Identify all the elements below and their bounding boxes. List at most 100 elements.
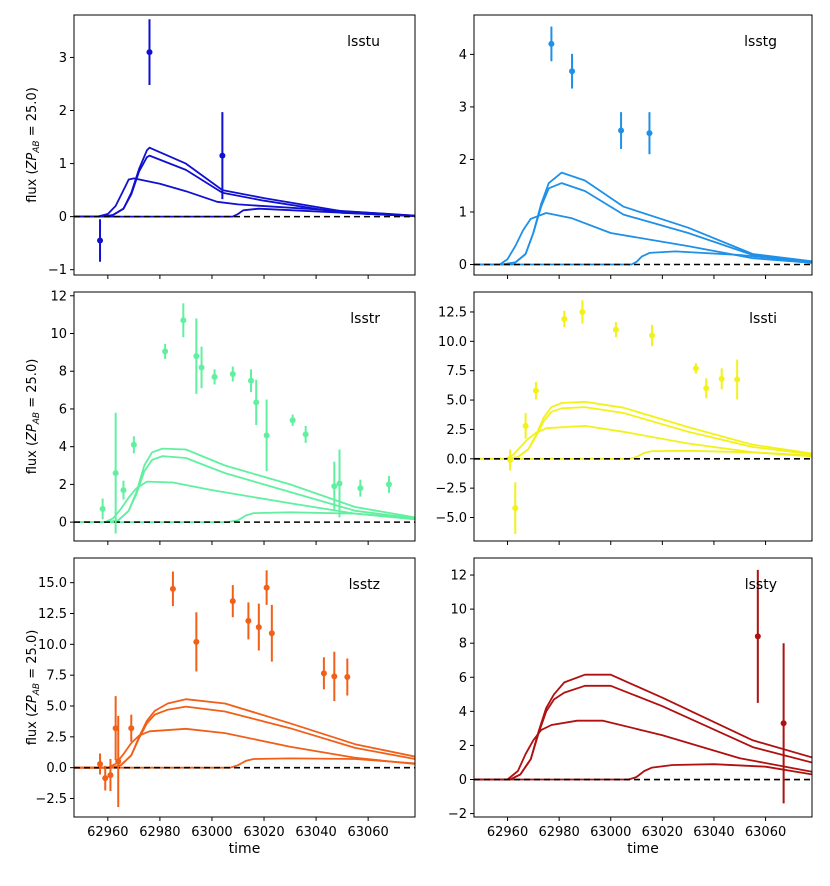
y-tick-label: 7.5 <box>46 669 67 684</box>
model-curve-2 <box>74 455 415 523</box>
x-axis-label: time <box>627 841 659 857</box>
x-tick-label: 63000 <box>191 825 232 840</box>
y-label-zp: ZP <box>25 424 40 442</box>
y-tick-label: 0.0 <box>46 761 67 776</box>
model-curves <box>74 698 415 769</box>
model-curve-3 <box>474 719 812 781</box>
data-point <box>532 387 539 394</box>
data-point <box>248 377 255 384</box>
data-point <box>180 317 187 324</box>
y-tick-label: 10.0 <box>38 638 67 653</box>
data-point <box>112 725 119 732</box>
model-curve-3 <box>74 177 415 218</box>
y-tick-label: 6 <box>59 402 67 417</box>
data-point <box>97 237 104 244</box>
y-tick-label: 10 <box>50 327 67 342</box>
data-point <box>618 127 625 134</box>
y-tick-label: 10.0 <box>438 335 467 350</box>
data-point <box>263 584 270 591</box>
panel-lsstz: 62960 62980 63000 63020 63040 63060 −2.5 0.0 2.5… <box>25 557 416 857</box>
x-tick-label: 62960 <box>87 825 128 840</box>
model-curve-3 <box>74 480 415 523</box>
x-tick-label: 62960 <box>487 825 528 840</box>
y-tick-label: 3 <box>459 100 467 115</box>
data-point <box>255 624 262 631</box>
observations <box>548 26 653 155</box>
data-point <box>703 385 710 392</box>
data-point <box>289 417 296 424</box>
y-tick-label: 3 <box>59 51 67 66</box>
data-point <box>99 505 106 512</box>
x-tick-label: 63000 <box>590 825 631 840</box>
band-label: lsstz <box>349 577 380 593</box>
x-tick-label: 63020 <box>243 825 284 840</box>
axes-frame <box>473 557 813 818</box>
model-curve-2 <box>74 154 415 218</box>
data-point <box>780 720 787 727</box>
data-point <box>344 674 351 681</box>
y-label-suffix: = 25.0) <box>25 87 40 140</box>
y-label-prefix: flux ( <box>25 441 40 474</box>
y-tick-label: 4 <box>459 48 467 63</box>
data-point <box>263 432 270 439</box>
data-point <box>357 485 364 492</box>
model-curve-4 <box>74 757 415 769</box>
y-tick-label: 0 <box>59 516 67 531</box>
x-tick-label: 63060 <box>745 825 786 840</box>
model-curve-2 <box>474 406 812 460</box>
x-tick-label: 63020 <box>642 825 683 840</box>
panel-lsstg: 0 1 2 3 4 lsstg <box>459 14 813 279</box>
data-point <box>112 470 119 477</box>
model-curve-1 <box>474 673 812 781</box>
y-tick-label: −2.5 <box>435 482 467 497</box>
y-tick-label: 5.0 <box>46 700 67 715</box>
y-tick-label: 12.5 <box>438 305 467 320</box>
y-tick-label: 8 <box>59 365 67 380</box>
data-point <box>219 152 226 159</box>
data-point <box>193 638 200 645</box>
y-axis-label: flux (ZPAB = 25.0) <box>25 630 42 746</box>
y-label-suffix: = 25.0) <box>25 630 40 683</box>
data-point <box>336 480 343 487</box>
band-label: lsstu <box>347 34 380 50</box>
data-point <box>169 585 176 592</box>
y-label-prefix: flux ( <box>25 712 40 745</box>
y-tick-label: 7.5 <box>446 364 467 379</box>
observations <box>507 300 741 534</box>
data-point <box>253 399 260 406</box>
data-point <box>507 456 514 463</box>
data-point <box>302 431 309 438</box>
y-tick-label: 8 <box>459 637 467 652</box>
y-tick-label: 0 <box>459 773 467 788</box>
data-point <box>649 332 656 339</box>
axes-frame <box>73 14 416 276</box>
y-tick-label: 6 <box>459 671 467 686</box>
observations <box>99 303 392 534</box>
x-tick-label: 63040 <box>693 825 734 840</box>
model-curve-3 <box>474 212 812 266</box>
data-point <box>128 725 135 732</box>
y-tick-label: 0 <box>459 258 467 273</box>
data-point <box>734 376 741 383</box>
y-label-sub: AB <box>32 683 42 696</box>
y-tick-label: −1 <box>48 263 67 278</box>
y-tick-label: 2.5 <box>46 730 67 745</box>
y-tick-label: 12.5 <box>38 607 67 622</box>
axes-frame <box>473 14 813 276</box>
band-label: lsstg <box>744 34 777 50</box>
model-curve-1 <box>74 698 415 769</box>
model-curves <box>74 447 415 523</box>
data-point <box>522 422 529 429</box>
data-point <box>561 316 568 323</box>
panel-lssti: −5.0 −2.5 0.0 2.5 5.0 7.5 10.0 12.5 lssti <box>435 291 813 545</box>
data-point <box>718 375 725 382</box>
data-point <box>268 630 275 637</box>
y-tick-label: 2 <box>459 739 467 754</box>
y-tick-label: 4 <box>59 440 67 455</box>
y-label-zp: ZP <box>25 695 40 713</box>
model-curve-1 <box>474 171 812 266</box>
model-curve-2 <box>74 705 415 769</box>
model-curve-3 <box>74 727 415 769</box>
observations <box>754 569 787 804</box>
